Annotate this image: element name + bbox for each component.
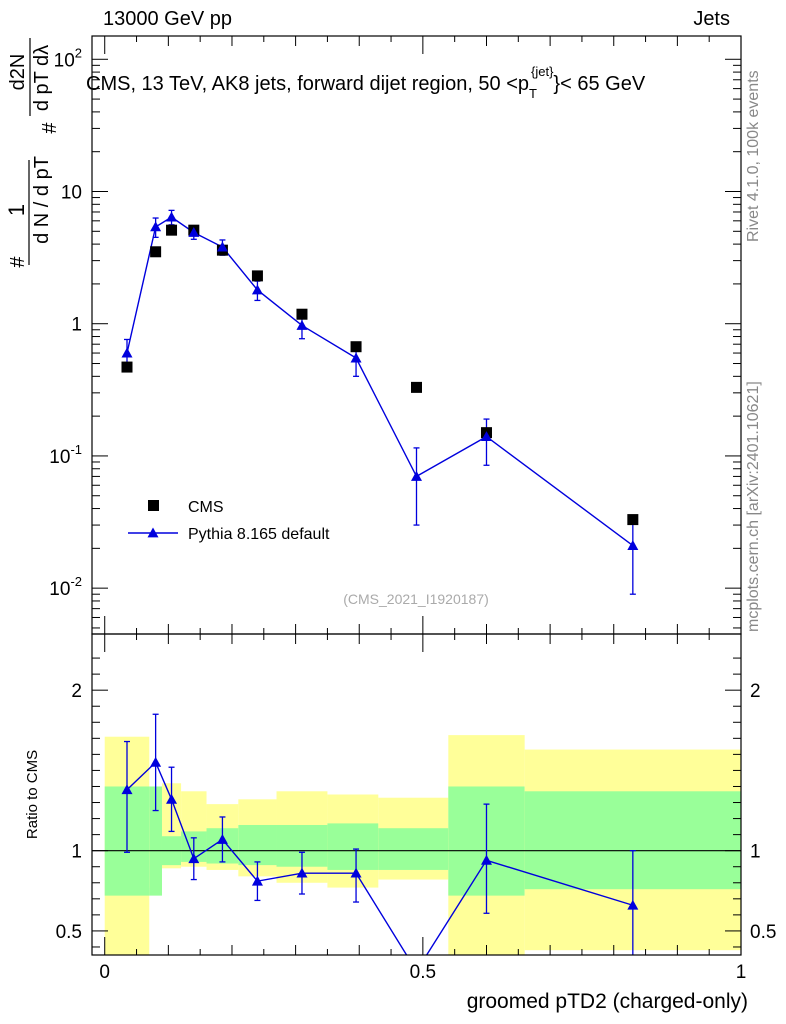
cms-data-point (166, 224, 178, 236)
pythia-point (166, 211, 178, 222)
y-tick-base: 10 (49, 447, 70, 468)
legend-pythia-marker (147, 527, 159, 538)
title-sup: {jet} (531, 64, 554, 79)
y-tick-label: 10-1 (49, 442, 82, 468)
ratio-point (480, 854, 492, 865)
mcplots-label: mcplots.cern.ch [arXiv:2401.10621] (745, 381, 762, 632)
x-tick-label: 1 (736, 962, 747, 983)
cms-data-point (251, 270, 263, 282)
inner-band-segment (327, 823, 379, 870)
y-tick-label: 10-2 (49, 574, 82, 600)
ylabel-hash-2: # (39, 122, 61, 134)
ratio-y-tick-label-left: 1 (71, 842, 82, 863)
pythia-point (150, 221, 162, 232)
legend-cms-marker (148, 500, 159, 511)
pythia-point (480, 431, 492, 442)
ratio-clipped-group (121, 713, 639, 955)
analysis-watermark: (CMS_2021_I1920187) (343, 591, 489, 607)
y-tick-label: 1 (71, 315, 82, 336)
y-tick-base: 10 (54, 50, 75, 71)
main-frame (91, 35, 742, 635)
y-tick-exp: 2 (75, 45, 82, 60)
ratio-y-tick-label-left: 0.5 (56, 922, 82, 943)
main-panel-marks: (CMS_2021_I1920187) CMS Pythia 8.165 defau… (86, 64, 646, 607)
ratio-point (627, 899, 639, 910)
title-end: }< 65 GeV (553, 73, 645, 95)
ylabel-d-lambda: d pT dλ (31, 45, 53, 111)
x-tick-label: 0 (99, 962, 110, 983)
ratio-y-tick-label-right: 0.5 (750, 922, 776, 943)
cms-data-point (627, 514, 639, 526)
pythia-point (627, 540, 639, 550)
legend-pythia-label: Pythia 8.165 default (188, 526, 330, 543)
energy-label: 13000 GeV pp (103, 8, 232, 30)
cms-data-point (150, 246, 162, 258)
cms-data-point (121, 361, 133, 373)
ratio-point (350, 867, 362, 878)
ratio-point (216, 833, 228, 844)
pythia-line (126, 216, 634, 547)
main-y-axis-label: #1 d N / d pT#d2N d pT dλ (4, 38, 61, 268)
pythia-point (350, 352, 362, 363)
ratio-y-tick-label-right: 2 (750, 681, 761, 702)
ylabel-denominator: d N / d pT (31, 156, 53, 244)
ratio-panel-marks (121, 713, 639, 955)
inner-band-segment (238, 824, 277, 866)
ylabel-numerator: d2N (7, 54, 29, 91)
y-tick-label: 10 (61, 182, 82, 203)
ratio-point (251, 875, 263, 886)
title-main: CMS, 13 TeV, AK8 jets, forward dijet reg… (86, 73, 529, 95)
ratio-point (188, 853, 200, 864)
cms-data-point (296, 308, 308, 320)
pythia-point (121, 347, 133, 358)
inner-band-segment (149, 786, 162, 896)
title-sub: T (529, 86, 537, 101)
ratio-point (121, 784, 133, 795)
y-tick-label: 102 (54, 45, 82, 71)
ratio-y-axis-label: Ratio to CMS (24, 750, 41, 839)
inner-band-segment (378, 828, 449, 870)
pythia-point (296, 319, 308, 330)
ratio-point (296, 867, 308, 878)
y-tick-base: 10 (49, 579, 70, 600)
cms-data-point (350, 341, 362, 353)
ylabel-hash-1: # (7, 256, 29, 268)
y-tick-exp: -2 (70, 574, 82, 589)
plot-title: CMS, 13 TeV, AK8 jets, forward dijet reg… (86, 64, 646, 101)
ratio-point (150, 756, 162, 767)
y-tick-exp: -1 (70, 442, 82, 457)
cms-data-point (411, 381, 422, 393)
pythia-point (188, 226, 200, 237)
legend-cms-label: CMS (188, 499, 224, 516)
rivet-version-label: Rivet 4.1.0, 100k events (745, 70, 762, 242)
pythia-point (411, 470, 422, 481)
ratio-y-tick-label-right: 1 (750, 842, 761, 863)
process-label: Jets (693, 8, 730, 30)
ylabel-one: 1 (4, 204, 29, 216)
pythia-point (251, 284, 263, 295)
ratio-frame (91, 633, 742, 956)
x-axis-label: groomed pTD2 (charged-only) (467, 990, 748, 1013)
pythia-point (216, 241, 228, 252)
ratio-y-tick-label-left: 2 (71, 681, 82, 702)
x-tick-label: 0.5 (410, 962, 436, 983)
ratio-point (166, 793, 178, 804)
